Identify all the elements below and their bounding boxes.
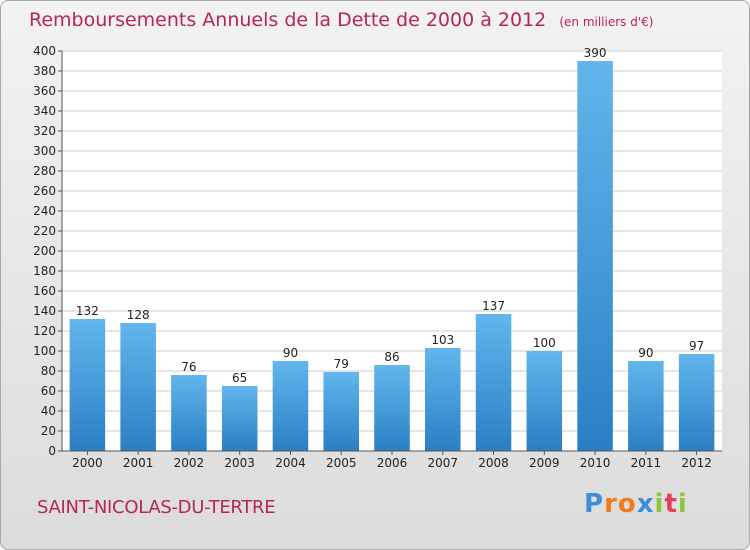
y-tick-label: 280 xyxy=(33,164,56,178)
bar xyxy=(221,386,258,451)
x-tick-label: 2004 xyxy=(275,456,306,470)
bar xyxy=(628,361,664,451)
x-tick-label: 2005 xyxy=(326,456,357,470)
y-tick-label: 200 xyxy=(33,244,56,258)
data-label: 97 xyxy=(689,339,704,353)
chart-title: Remboursements Annuels de la Dette de 20… xyxy=(29,9,547,31)
y-tick-label: 400 xyxy=(33,44,56,58)
x-tick-label: 2011 xyxy=(631,456,662,470)
town-name: SAINT-NICOLAS-DU-TERTRE xyxy=(37,497,276,518)
y-tick-label: 160 xyxy=(33,284,56,298)
x-tick-label: 2008 xyxy=(478,456,509,470)
y-tick-label: 240 xyxy=(33,204,56,218)
y-tick-label: 20 xyxy=(41,424,56,438)
logo-letter: P xyxy=(584,489,605,519)
x-tick-label: 2001 xyxy=(123,456,154,470)
y-tick-label: 320 xyxy=(33,124,56,138)
bar xyxy=(425,348,461,451)
y-tick-label: 360 xyxy=(33,84,56,98)
data-label: 100 xyxy=(533,336,556,350)
y-tick-label: 0 xyxy=(48,444,56,458)
data-label: 128 xyxy=(127,308,150,322)
bar xyxy=(69,319,106,451)
data-label: 132 xyxy=(76,304,99,318)
y-tick-label: 180 xyxy=(33,264,56,278)
bar xyxy=(577,61,613,451)
y-tick-label: 380 xyxy=(33,64,56,78)
bar xyxy=(374,365,410,451)
logo-letter: i xyxy=(677,489,688,519)
bar xyxy=(526,351,563,451)
data-label: 65 xyxy=(232,371,247,385)
data-label: 137 xyxy=(482,299,505,313)
x-tick-label: 2002 xyxy=(174,456,205,470)
y-tick-label: 40 xyxy=(41,404,56,418)
logo-letter: i xyxy=(654,489,665,519)
proxiti-logo: Proxiti xyxy=(584,489,688,519)
logo-letter: r xyxy=(604,489,618,519)
title-block: Remboursements Annuels de la Dette de 20… xyxy=(29,9,653,31)
y-tick-label: 260 xyxy=(33,184,56,198)
chart-unit-note: (en milliers d'€) xyxy=(559,15,654,29)
data-label: 90 xyxy=(638,346,653,360)
logo-letter: x xyxy=(636,489,655,519)
data-label: 90 xyxy=(283,346,298,360)
x-tick-label: 2009 xyxy=(529,456,560,470)
bar xyxy=(323,372,359,451)
y-tick-label: 140 xyxy=(33,304,56,318)
logo-letter: t xyxy=(664,489,678,519)
y-tick-label: 300 xyxy=(33,144,56,158)
x-tick-label: 2000 xyxy=(72,456,103,470)
bar xyxy=(678,354,715,451)
data-label: 86 xyxy=(384,350,399,364)
data-label: 76 xyxy=(181,360,196,374)
x-tick-label: 2012 xyxy=(681,456,712,470)
data-label: 79 xyxy=(334,357,349,371)
y-tick-label: 80 xyxy=(41,364,56,378)
x-tick-label: 2010 xyxy=(580,456,611,470)
data-label: 390 xyxy=(584,46,607,60)
y-tick-label: 220 xyxy=(33,224,56,238)
logo-letter: o xyxy=(617,489,637,519)
data-label: 103 xyxy=(431,333,454,347)
y-tick-label: 340 xyxy=(33,104,56,118)
bar xyxy=(171,375,207,451)
y-tick-label: 100 xyxy=(33,344,56,358)
bar xyxy=(475,314,512,451)
x-tick-label: 2003 xyxy=(224,456,255,470)
x-tick-label: 2007 xyxy=(427,456,458,470)
bar xyxy=(120,323,156,451)
x-tick-label: 2006 xyxy=(377,456,408,470)
y-tick-label: 120 xyxy=(33,324,56,338)
y-tick-label: 60 xyxy=(41,384,56,398)
bar xyxy=(272,361,309,451)
